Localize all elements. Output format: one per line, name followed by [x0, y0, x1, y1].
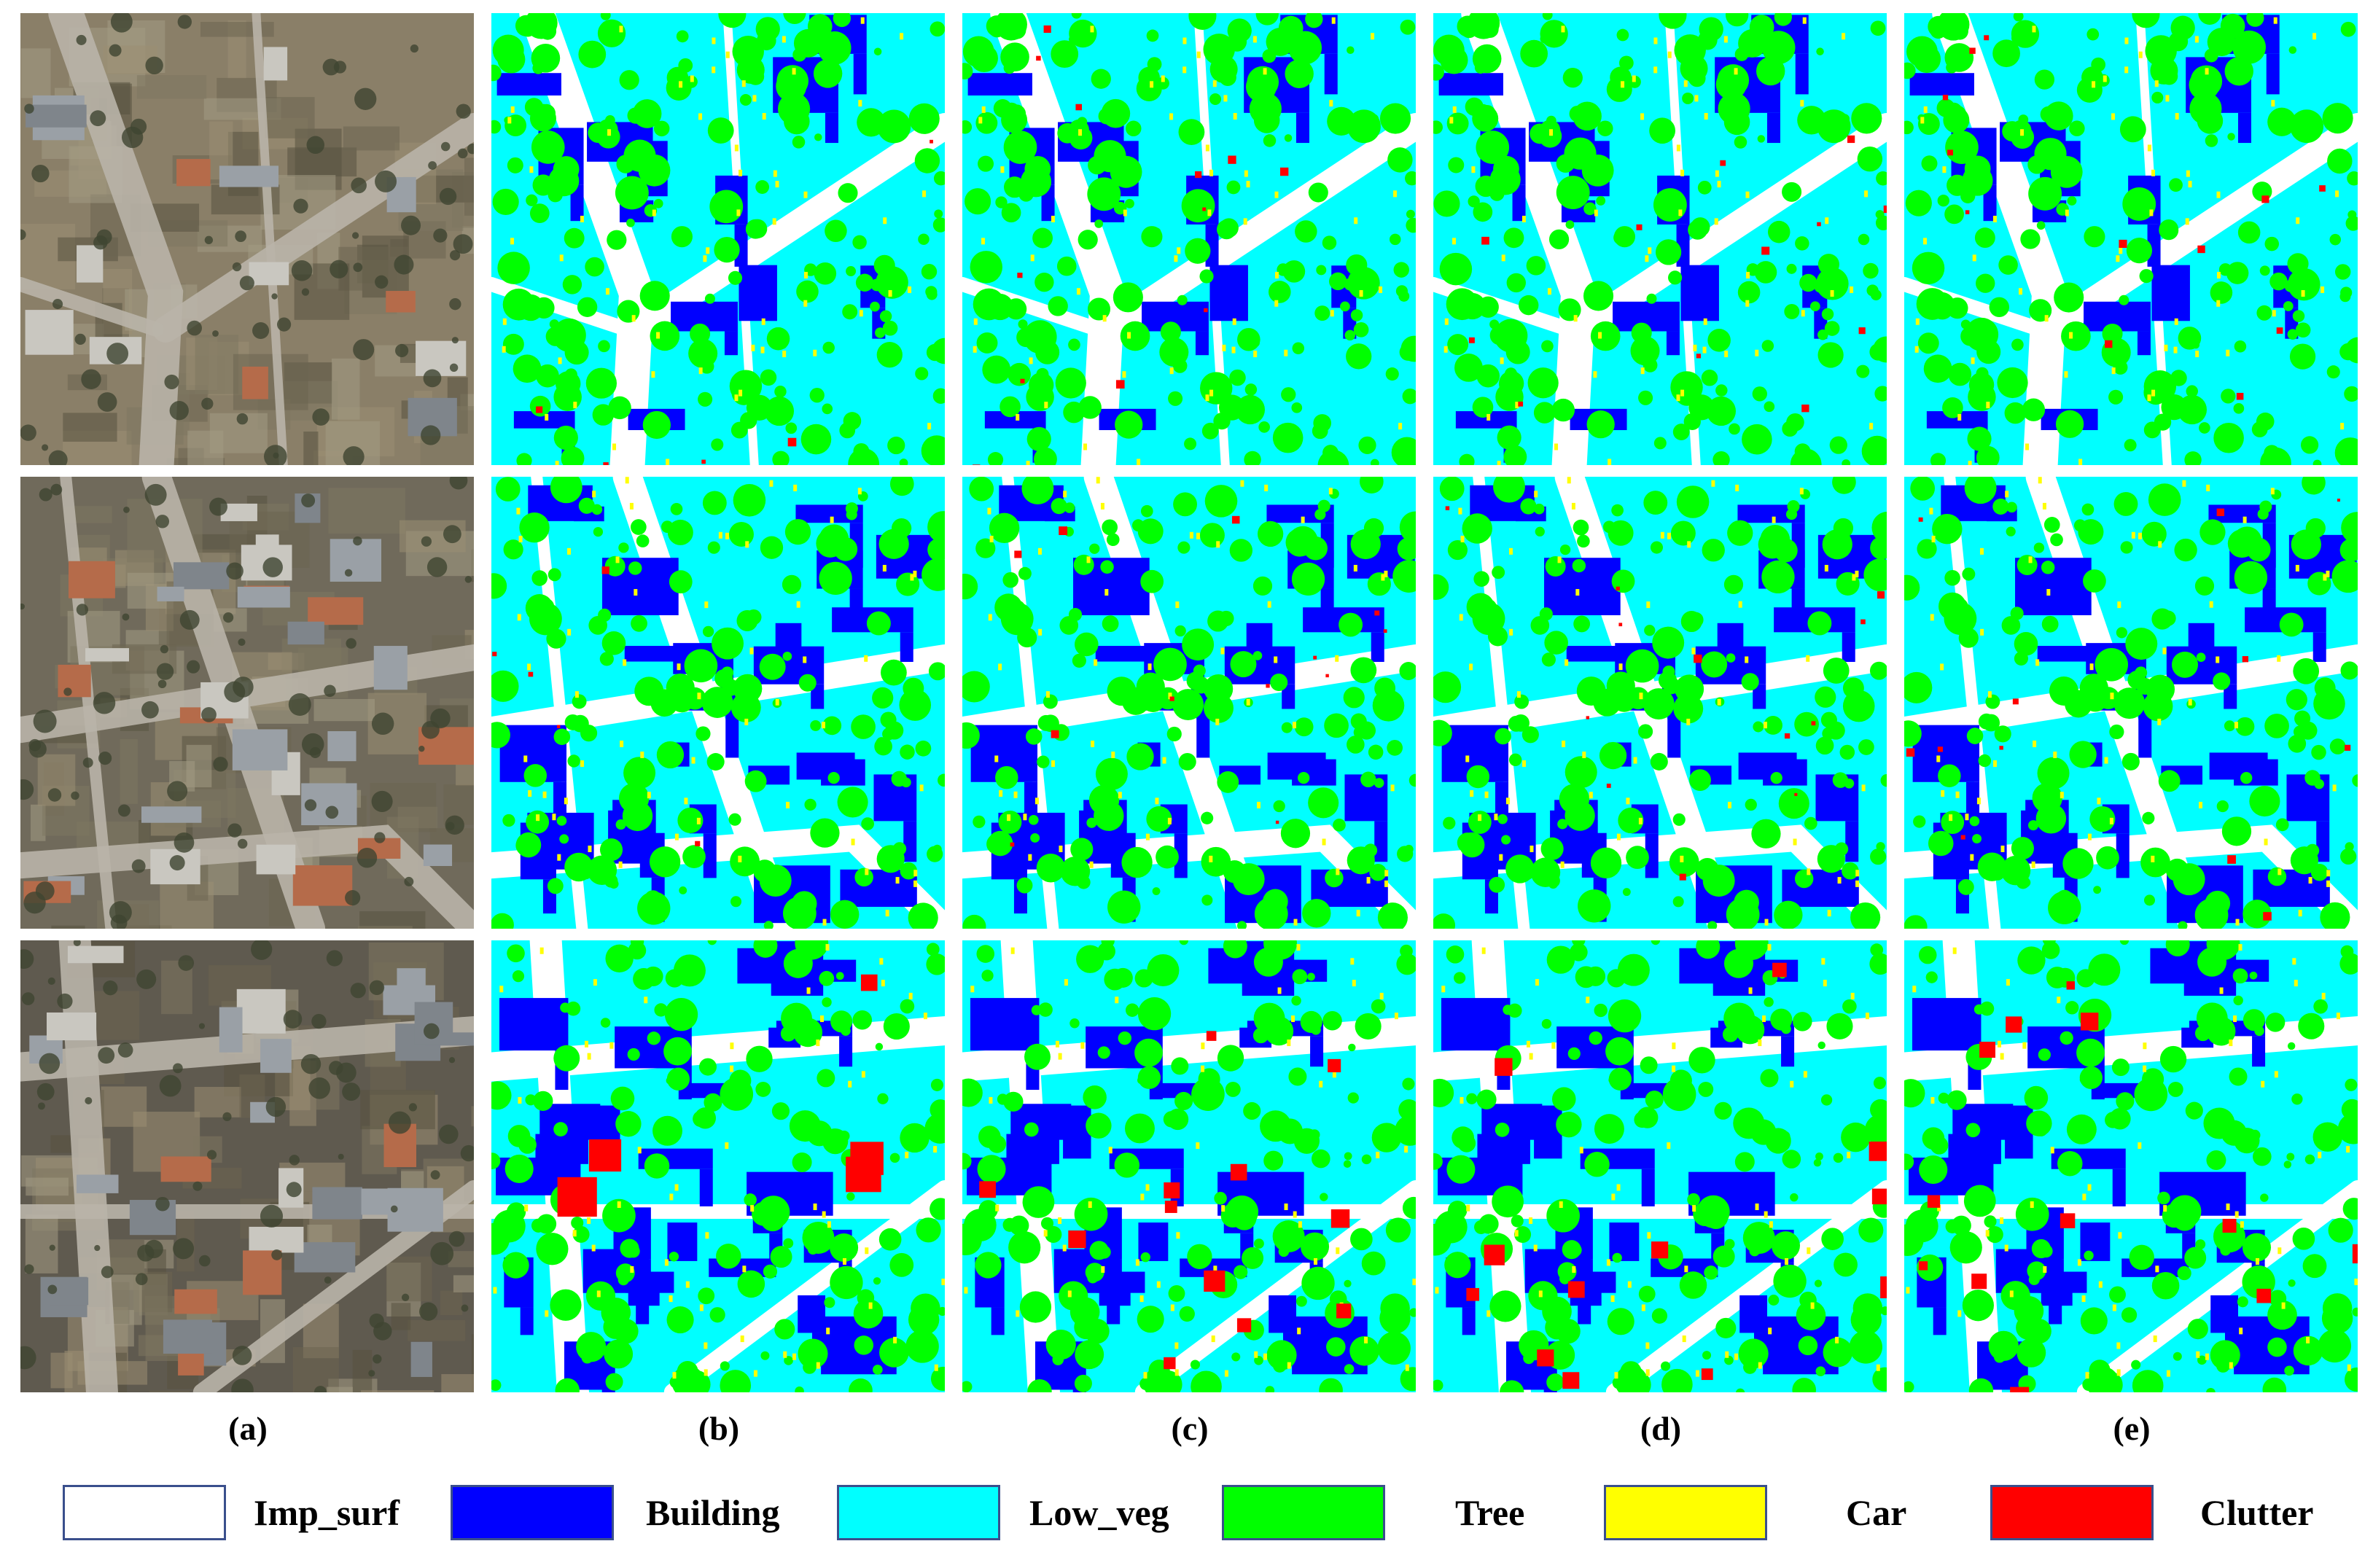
- legend-label-imp-surf: Imp_surf: [254, 1492, 400, 1533]
- legend-swatch-clutter: [1990, 1485, 2154, 1540]
- segmentation-map-b-row-1: [491, 13, 945, 465]
- segmentation-map-c-row-2: [962, 477, 1416, 929]
- segmentation-map-e-row-1: [1904, 13, 2358, 465]
- column-label-b: (b): [698, 1410, 740, 1447]
- aerial-image-row-1: [20, 13, 474, 465]
- legend-label-clutter: Clutter: [2200, 1492, 2314, 1533]
- segmentation-map-b-row-3: [491, 940, 945, 1392]
- legend-swatch-car: [1604, 1485, 1767, 1540]
- legend: Imp_surf Building Low_veg Tree Car Clutt…: [0, 1476, 2373, 1549]
- aerial-image-row-2: [20, 477, 474, 929]
- segmentation-map-d-row-2: [1433, 477, 1887, 929]
- figure-grid: [20, 13, 2358, 1392]
- column-label-e: (e): [2113, 1410, 2151, 1447]
- legend-label-building: Building: [646, 1492, 780, 1533]
- segmentation-map-b-row-2: [491, 477, 945, 929]
- legend-swatch-imp-surf: [63, 1485, 226, 1540]
- segmentation-map-c-row-1: [962, 13, 1416, 465]
- aerial-image-row-3: [20, 940, 474, 1392]
- column-label-d: (d): [1640, 1410, 1682, 1447]
- legend-swatch-low-veg: [837, 1485, 1000, 1540]
- legend-label-tree: Tree: [1455, 1492, 1525, 1533]
- segmentation-map-e-row-2: [1904, 477, 2358, 929]
- segmentation-map-d-row-3: [1433, 940, 1887, 1392]
- column-label-c: (c): [1171, 1410, 1209, 1447]
- legend-swatch-building: [451, 1485, 614, 1540]
- legend-swatch-tree: [1222, 1485, 1385, 1540]
- legend-label-car: Car: [1846, 1492, 1907, 1533]
- segmentation-map-d-row-1: [1433, 13, 1887, 465]
- legend-label-low-veg: Low_veg: [1029, 1492, 1169, 1533]
- segmentation-map-c-row-3: [962, 940, 1416, 1392]
- segmentation-map-e-row-3: [1904, 940, 2358, 1392]
- column-label-a: (a): [228, 1410, 268, 1447]
